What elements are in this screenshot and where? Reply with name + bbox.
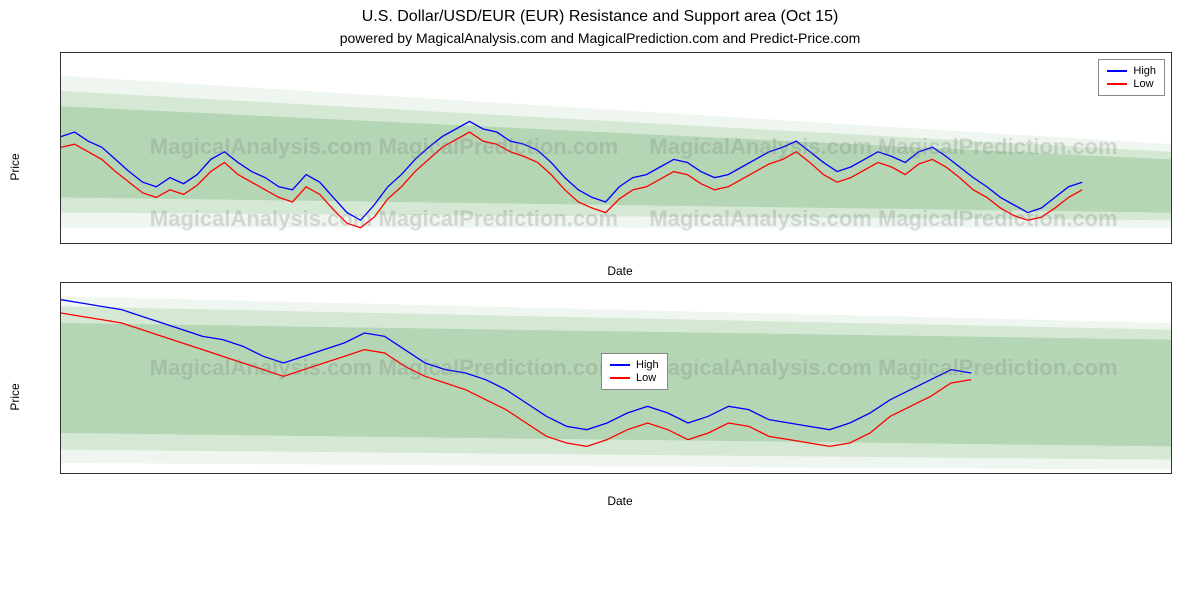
xtick-label: 2023-07 bbox=[309, 243, 346, 244]
xtick-label: 2024-11 bbox=[1153, 243, 1172, 244]
legend-item-low: Low bbox=[1107, 78, 1156, 90]
xtick-label: 2024-09-15 bbox=[768, 473, 819, 474]
xtick-label: 2024-08-01 bbox=[402, 473, 453, 474]
xtick-mark bbox=[305, 473, 306, 474]
xtick-label: 2024-01 bbox=[659, 243, 696, 244]
chart-container: U.S. Dollar/USD/EUR (EUR) Resistance and… bbox=[0, 0, 1200, 600]
xtick-mark bbox=[427, 473, 428, 474]
legend-swatch-low bbox=[1107, 83, 1127, 85]
xtick-label: 2024-09-01 bbox=[646, 473, 697, 474]
xtick-mark bbox=[94, 243, 95, 244]
chart2-xlabel: Date bbox=[60, 494, 1180, 508]
xtick-mark bbox=[1121, 243, 1122, 244]
legend-label-low: Low bbox=[1133, 78, 1153, 90]
legend-label-high: High bbox=[636, 359, 659, 371]
xtick-label: 2024-10-15 bbox=[1012, 473, 1063, 474]
xtick-label: 2024-03 bbox=[775, 243, 812, 244]
xtick-label: 2023-11 bbox=[543, 243, 579, 244]
xtick-mark bbox=[61, 473, 62, 474]
xtick-label: 2024-05 bbox=[892, 243, 929, 244]
chart2-wrapper: Price High Low 0.890.900.910.920.930.942… bbox=[60, 282, 1180, 512]
chart2-ylabel: Price bbox=[8, 383, 22, 410]
chart1-legend: High Low bbox=[1098, 59, 1165, 96]
xtick-label: 2024-08-15 bbox=[524, 473, 575, 474]
xtick-label: 2023-09 bbox=[426, 243, 463, 244]
xtick-mark bbox=[794, 473, 795, 474]
xtick-label: 2024-07-15 bbox=[280, 473, 331, 474]
xtick-label: 2024-11-01 bbox=[1146, 473, 1172, 474]
chart2-legend: High Low bbox=[601, 353, 668, 390]
xtick-mark bbox=[444, 243, 445, 244]
xtick-mark bbox=[327, 243, 328, 244]
chart1-xlabel: Date bbox=[60, 264, 1180, 278]
xtick-mark bbox=[677, 243, 678, 244]
legend-swatch-high bbox=[610, 364, 630, 366]
chart1-line-svg bbox=[61, 53, 1171, 243]
legend-item-low: Low bbox=[610, 372, 659, 384]
xtick-label: 2023-03 bbox=[76, 243, 113, 244]
xtick-mark bbox=[183, 473, 184, 474]
xtick-label: 2024-07-01 bbox=[158, 473, 209, 474]
legend-swatch-high bbox=[1107, 70, 1127, 72]
xtick-mark bbox=[549, 473, 550, 474]
chart-title: U.S. Dollar/USD/EUR (EUR) Resistance and… bbox=[0, 0, 1200, 26]
xtick-label: 2023-05 bbox=[192, 243, 229, 244]
xtick-label: 2024-07 bbox=[1008, 243, 1045, 244]
legend-swatch-low bbox=[610, 377, 630, 379]
legend-label-low: Low bbox=[636, 372, 656, 384]
xtick-mark bbox=[916, 473, 917, 474]
xtick-label: 2024-06-15 bbox=[60, 473, 87, 474]
xtick-mark bbox=[910, 243, 911, 244]
chart-subtitle: powered by MagicalAnalysis.com and Magic… bbox=[0, 26, 1200, 52]
xtick-mark bbox=[1171, 473, 1172, 474]
chart1-plot-area: High Low 0.880.900.920.940.960.981.00202… bbox=[60, 52, 1172, 244]
legend-item-high: High bbox=[1107, 65, 1156, 77]
chart1-wrapper: Price High Low 0.880.900.920.940.960.981… bbox=[60, 52, 1180, 282]
chart1-ylabel: Price bbox=[8, 153, 22, 180]
xtick-mark bbox=[211, 243, 212, 244]
xtick-mark bbox=[794, 243, 795, 244]
legend-item-high: High bbox=[610, 359, 659, 371]
xtick-mark bbox=[672, 473, 673, 474]
xtick-mark bbox=[1038, 473, 1039, 474]
xtick-label: 2024-09 bbox=[1103, 243, 1140, 244]
chart2-plot-area: High Low 0.890.900.910.920.930.942024-06… bbox=[60, 282, 1172, 474]
xtick-label: 2024-10-01 bbox=[890, 473, 941, 474]
xtick-mark bbox=[1027, 243, 1028, 244]
xtick-mark bbox=[561, 243, 562, 244]
legend-label-high: High bbox=[1133, 65, 1156, 77]
